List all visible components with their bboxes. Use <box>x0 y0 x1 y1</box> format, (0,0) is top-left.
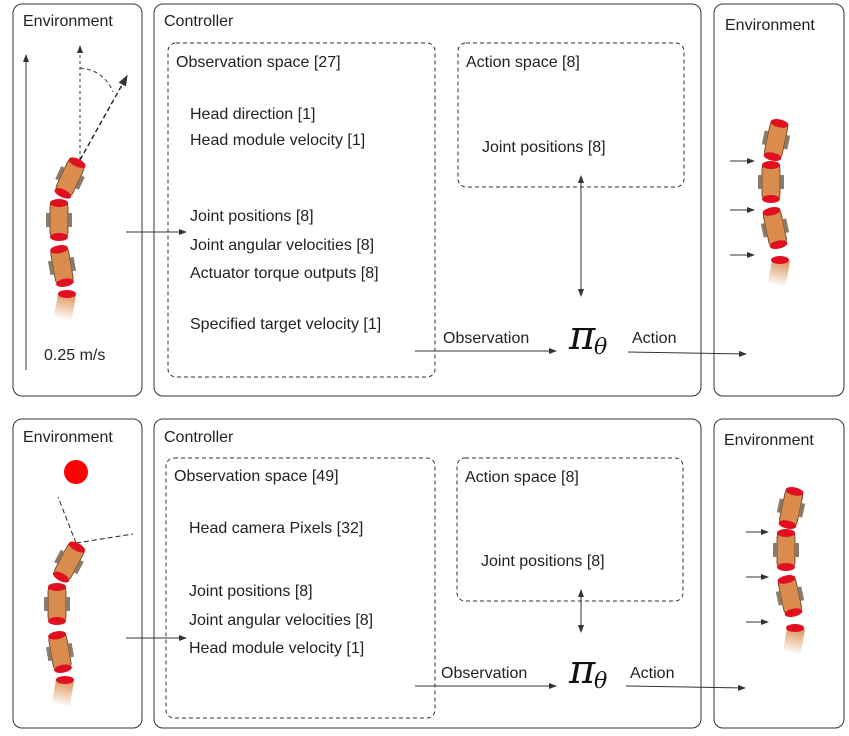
bottom-action-item: Joint positions [8] <box>481 553 605 570</box>
camera-fov-right <box>75 533 134 544</box>
bottom-action-label: Action <box>630 665 674 682</box>
bottom-obs-item: Joint positions [8] <box>189 583 313 600</box>
bottom-env-left-box <box>12 418 143 729</box>
bottom-env-right-title: Environment <box>724 432 814 449</box>
top-action-space-box <box>457 42 685 188</box>
top-controller-title: Controller <box>164 13 234 30</box>
top-action-arrow <box>627 350 747 357</box>
top-env-left-box <box>12 3 143 397</box>
bottom-observation-space-title: Observation space [49] <box>174 468 339 485</box>
bottom-observation-space-box <box>165 457 436 719</box>
top-policy-symbol: π <box>568 313 596 359</box>
bottom-snake-robot <box>43 536 91 707</box>
camera-fov-left <box>57 496 77 544</box>
bottom-env-right-box <box>713 418 845 729</box>
top-snake-robot-response <box>757 116 794 287</box>
top-env-right-box <box>713 3 845 397</box>
top-observation-label: Observation <box>443 330 529 347</box>
top-action-item: Joint positions [8] <box>482 139 606 156</box>
top-obs-item: Head direction [1] <box>190 106 315 123</box>
top-obs-item: Actuator torque outputs [8] <box>190 265 379 282</box>
top-speed-label: 0.25 m/s <box>44 347 105 364</box>
bottom-snake-robot-response <box>772 484 809 655</box>
target-ball <box>64 460 88 484</box>
bottom-action-space-box <box>456 457 684 602</box>
top-controller-box <box>153 3 702 397</box>
top-env-right-title: Environment <box>725 17 815 34</box>
bottom-action-arrow <box>625 684 746 691</box>
bottom-policy-symbol: π <box>568 647 596 693</box>
top-snake-robot <box>45 152 92 321</box>
bottom-obs-item: Head module velocity [1] <box>189 640 364 657</box>
bottom-action-space-title: Action space [8] <box>465 469 579 486</box>
top-heading-angle-arc <box>79 67 114 93</box>
bottom-env-left-title: Environment <box>23 429 113 446</box>
top-policy-subscript: θ <box>594 335 607 360</box>
top-observation-space-title: Observation space [27] <box>176 54 341 71</box>
top-observation-space-box <box>167 42 436 378</box>
top-obs-item: Joint angular velocities [8] <box>190 237 374 254</box>
top-row: Environment 0.25 m/s Controller Observat… <box>12 3 845 397</box>
top-obs-item: Joint positions [8] <box>190 208 314 225</box>
top-heading-direction <box>79 74 128 161</box>
bottom-obs-item: Joint angular velocities [8] <box>189 612 373 629</box>
top-env-left-title: Environment <box>23 13 113 30</box>
bottom-controller-title: Controller <box>164 429 234 446</box>
bottom-observation-label: Observation <box>441 665 527 682</box>
top-obs-item: Specified target velocity [1] <box>190 316 381 333</box>
bottom-obs-item: Head camera Pixels [32] <box>189 520 363 537</box>
bottom-row: Environment Controller Observation space… <box>12 418 845 729</box>
top-action-space-title: Action space [8] <box>466 54 580 71</box>
bottom-controller-box <box>153 418 702 729</box>
top-action-label: Action <box>632 330 676 347</box>
top-obs-item: Head module velocity [1] <box>190 132 365 149</box>
bottom-policy-subscript: θ <box>594 669 607 694</box>
